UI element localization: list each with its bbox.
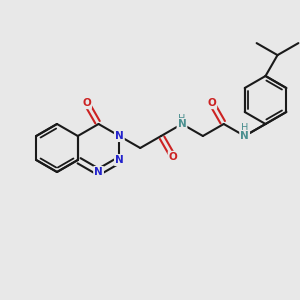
Text: N: N: [240, 131, 249, 141]
Text: N: N: [178, 119, 186, 129]
Text: N: N: [94, 167, 103, 177]
Text: N: N: [115, 155, 124, 165]
Text: H: H: [241, 123, 248, 133]
Text: O: O: [207, 98, 216, 108]
Text: O: O: [82, 98, 91, 108]
Text: N: N: [115, 131, 124, 141]
Text: H: H: [178, 114, 186, 124]
Text: O: O: [169, 152, 178, 162]
